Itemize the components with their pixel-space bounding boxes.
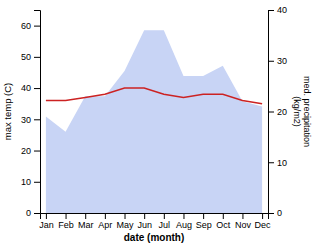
- line: [46, 88, 262, 104]
- tick: 40: [268, 5, 287, 15]
- tick-label: 40: [277, 5, 287, 15]
- tick-mark: [268, 112, 274, 113]
- tick-mark: [34, 119, 40, 120]
- tick: 60: [21, 21, 40, 31]
- tick-mark: [262, 213, 263, 219]
- tick-label: Apr: [98, 220, 112, 230]
- x-label: date (month): [124, 232, 185, 243]
- axis-line: [41, 214, 269, 220]
- tick-label: Aug: [176, 220, 192, 230]
- tick-label: Jan: [39, 220, 54, 230]
- tick-mark: [203, 213, 204, 219]
- tick-label: 30: [21, 115, 31, 125]
- tick: Feb: [58, 213, 74, 230]
- tick: Jul: [159, 213, 171, 230]
- tick-mark: [34, 26, 40, 27]
- marks: [46, 30, 262, 213]
- tick-label: Nov: [235, 220, 252, 230]
- tick: Apr: [98, 213, 112, 230]
- tick: Mar: [78, 213, 94, 230]
- tick-mark: [268, 61, 274, 62]
- tick-mark: [34, 57, 40, 58]
- axis-line: [34, 11, 41, 214]
- tick-label: 0: [26, 208, 31, 218]
- chart: Jan Feb Mar Apr MayJun Jul Aug Sep Oct NovDec 0 10 2…: [0, 0, 318, 247]
- tick: Dec: [255, 213, 272, 230]
- tick-mark: [268, 213, 274, 214]
- tick-label: Feb: [58, 220, 74, 230]
- tick-mark: [66, 213, 67, 219]
- tick: 50: [21, 52, 40, 62]
- y2-label: med. precipitation(kg/m2): [292, 76, 312, 147]
- tick: Jan: [39, 213, 54, 230]
- tick-label: Mar: [78, 220, 94, 230]
- tick-label: 60: [21, 21, 31, 31]
- tick-mark: [46, 213, 47, 219]
- tick: 20: [21, 146, 40, 156]
- tick-mark: [125, 213, 126, 219]
- tick-mark: [105, 213, 106, 219]
- tick-label: 20: [277, 107, 287, 117]
- tick-mark: [268, 10, 274, 11]
- y2-axis: 0 10 20 30 40: [268, 5, 287, 218]
- tick-mark: [34, 151, 40, 152]
- tick-label: 10: [277, 158, 287, 168]
- x-axis: Jan Feb Mar Apr MayJun Jul Aug Sep Oct NovDec: [39, 213, 271, 230]
- tick-mark: [268, 162, 274, 163]
- tick-mark: [183, 213, 184, 219]
- tick-label: 40: [21, 83, 31, 93]
- tick: Nov: [235, 213, 252, 230]
- tick-label: May: [117, 220, 135, 230]
- tick: 30: [21, 115, 40, 125]
- tick-label: 0: [277, 208, 282, 218]
- y-axis: 0 10 20 30 40 50 60: [21, 11, 41, 219]
- tick: Aug: [176, 213, 192, 230]
- tick-mark: [85, 213, 86, 219]
- tick-label: 10: [21, 177, 31, 187]
- tick-label: Oct: [216, 220, 231, 230]
- tick: Oct: [216, 213, 231, 230]
- tick-label: Jun: [137, 220, 152, 230]
- tick-mark: [144, 213, 145, 219]
- tick-label: 30: [277, 56, 287, 66]
- tick-label: 20: [21, 146, 31, 156]
- tick-label: Dec: [255, 220, 272, 230]
- tick-mark: [164, 213, 165, 219]
- tick-label: 50: [21, 52, 31, 62]
- y-label: max temp (C): [2, 83, 13, 141]
- tick: 20: [268, 107, 287, 117]
- tick-mark: [34, 213, 40, 214]
- tick: 40: [21, 83, 40, 93]
- tick-label: Sep: [196, 220, 212, 230]
- tick: Jun: [137, 213, 152, 230]
- area: [46, 30, 262, 213]
- tick-mark: [242, 213, 243, 219]
- tick: 0: [268, 208, 282, 218]
- tick: 10: [268, 158, 287, 168]
- tick-mark: [34, 182, 40, 183]
- tick-label: Jul: [159, 220, 171, 230]
- tick-mark: [223, 213, 224, 219]
- tick: Sep: [196, 213, 212, 230]
- tick: 10: [21, 177, 40, 187]
- tick: 0: [26, 208, 40, 218]
- tick-mark: [34, 88, 40, 89]
- plot: Jan Feb Mar Apr MayJun Jul Aug Sep Oct NovDec 0 10 2…: [21, 5, 287, 230]
- tick: May: [117, 213, 135, 230]
- axis-line: [269, 11, 275, 214]
- tick: 30: [268, 56, 287, 66]
